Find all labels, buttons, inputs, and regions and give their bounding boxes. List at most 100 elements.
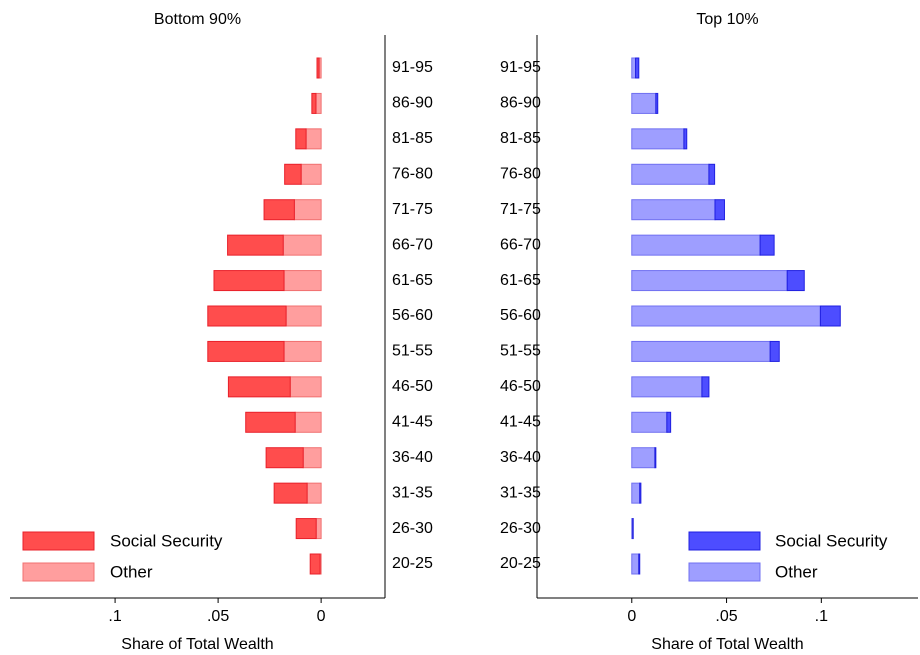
bar-segment xyxy=(708,163,716,185)
bar-segment xyxy=(302,447,322,469)
bar-segment xyxy=(227,234,284,256)
bar-segment xyxy=(631,234,761,256)
y-tick-label: 71-75 xyxy=(500,201,541,218)
bar-segment xyxy=(759,234,775,256)
x-tick-label: .1 xyxy=(815,608,828,625)
bar-segment xyxy=(631,92,657,114)
bar-segment xyxy=(639,482,642,504)
legend-swatch xyxy=(22,531,95,551)
legend-swatch xyxy=(22,562,95,582)
y-tick-label: 41-45 xyxy=(392,414,433,431)
y-tick-label: 20-25 xyxy=(500,555,541,572)
bar-segment xyxy=(631,128,685,150)
legend-label: Social Security xyxy=(775,531,888,550)
bar-segment xyxy=(631,447,656,469)
bar-segment xyxy=(289,376,322,398)
bar-segment xyxy=(285,305,322,327)
y-tick-label: 51-55 xyxy=(392,343,433,360)
y-tick-label: 86-90 xyxy=(392,95,433,112)
bar-segment xyxy=(714,199,725,221)
legend-swatch xyxy=(688,562,761,582)
y-tick-label: 66-70 xyxy=(500,236,541,253)
x-tick-label: .1 xyxy=(108,608,121,625)
y-tick-label: 46-50 xyxy=(392,378,433,395)
bar-segment xyxy=(245,411,296,433)
bar-segment xyxy=(207,305,287,327)
bar-segment xyxy=(631,57,637,79)
bar-segment xyxy=(295,128,307,150)
legend-swatch xyxy=(688,531,761,551)
bar-segment xyxy=(295,518,317,540)
bar-segment xyxy=(631,553,640,575)
bar-segment xyxy=(701,376,710,398)
y-tick-label: 51-55 xyxy=(500,343,541,360)
bar-segment xyxy=(284,163,302,185)
bar-segment xyxy=(227,376,291,398)
bar-segment xyxy=(306,482,322,504)
panel-title: Bottom 90% xyxy=(154,11,241,28)
bar-segment xyxy=(638,553,641,575)
bar-segment xyxy=(631,305,821,327)
y-tick-label: 26-30 xyxy=(500,520,541,537)
x-tick-label: 0 xyxy=(627,608,636,625)
bar-segment xyxy=(786,270,805,292)
bar-segment xyxy=(683,128,688,150)
bar-segment xyxy=(631,376,703,398)
bar-segment xyxy=(283,270,322,292)
y-tick-label: 26-30 xyxy=(392,520,433,537)
y-tick-label: 81-85 xyxy=(500,130,541,147)
bar-segment xyxy=(631,199,716,221)
legend-label: Social Security xyxy=(110,531,223,550)
bar-segment xyxy=(300,163,322,185)
y-tick-label: 81-85 xyxy=(392,130,433,147)
bar-segment xyxy=(311,92,317,114)
y-tick-label: 36-40 xyxy=(500,449,541,466)
bar-segment xyxy=(265,447,304,469)
legend-label: Other xyxy=(110,562,153,581)
y-tick-label: 66-70 xyxy=(392,236,433,253)
bar-segment xyxy=(213,270,285,292)
bar-segment xyxy=(631,411,668,433)
y-tick-label: 91-95 xyxy=(392,59,433,76)
bar-segment xyxy=(315,92,322,114)
y-tick-label: 20-25 xyxy=(392,555,433,572)
x-tick-label: 0 xyxy=(317,608,326,625)
y-tick-label: 76-80 xyxy=(500,166,541,183)
y-tick-label: 71-75 xyxy=(392,201,433,218)
x-axis-label: Share of Total Wealth xyxy=(121,636,273,653)
y-tick-label: 31-35 xyxy=(500,484,541,501)
x-axis-label: Share of Total Wealth xyxy=(651,636,803,653)
bar-segment xyxy=(654,447,657,469)
bar-segment xyxy=(632,518,634,540)
legend-label: Other xyxy=(775,562,818,581)
y-tick-label: 76-80 xyxy=(392,166,433,183)
bar-segment xyxy=(316,57,320,79)
bar-segment xyxy=(315,518,322,540)
y-tick-label: 56-60 xyxy=(392,307,433,324)
y-tick-label: 61-65 xyxy=(392,272,433,289)
bar-segment xyxy=(631,270,788,292)
y-tick-label: 31-35 xyxy=(392,484,433,501)
y-tick-label: 56-60 xyxy=(500,307,541,324)
y-tick-label: 36-40 xyxy=(392,449,433,466)
bar-segment xyxy=(819,305,841,327)
bar-segment xyxy=(207,340,285,362)
y-tick-label: 41-45 xyxy=(500,414,541,431)
bar-segment xyxy=(283,340,322,362)
bar-segment xyxy=(631,482,641,504)
y-tick-label: 91-95 xyxy=(500,59,541,76)
bar-segment xyxy=(293,199,322,221)
x-tick-label: .05 xyxy=(207,608,229,625)
bar-segment xyxy=(631,340,771,362)
bar-segment xyxy=(666,411,672,433)
bar-segment xyxy=(631,163,710,185)
bar-segment xyxy=(282,234,322,256)
bar-segment xyxy=(294,411,322,433)
bar-segment xyxy=(655,92,659,114)
x-tick-label: .05 xyxy=(715,608,737,625)
bar-segment xyxy=(635,57,640,79)
bar-segment xyxy=(769,340,780,362)
bar-segment xyxy=(273,482,308,504)
panel-title: Top 10% xyxy=(696,11,758,28)
